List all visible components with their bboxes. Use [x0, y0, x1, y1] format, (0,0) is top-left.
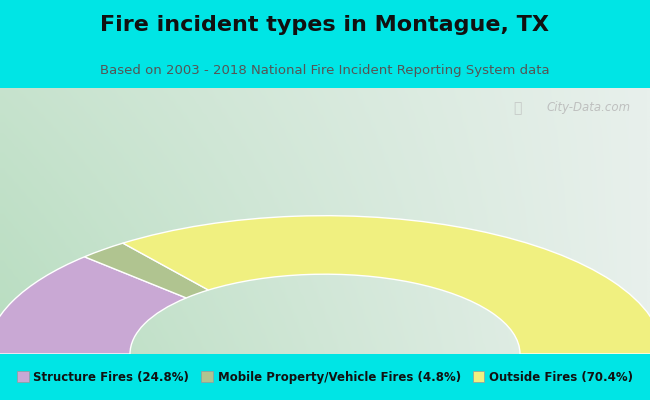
Wedge shape	[84, 243, 209, 298]
Text: Based on 2003 - 2018 National Fire Incident Reporting System data: Based on 2003 - 2018 National Fire Incid…	[100, 64, 550, 77]
Text: Fire incident types in Montague, TX: Fire incident types in Montague, TX	[101, 15, 549, 35]
Text: City-Data.com: City-Data.com	[547, 101, 630, 114]
Text: ⓘ: ⓘ	[514, 101, 522, 115]
Legend: Structure Fires (24.8%), Mobile Property/Vehicle Fires (4.8%), Outside Fires (70: Structure Fires (24.8%), Mobile Property…	[12, 366, 638, 388]
Wedge shape	[0, 257, 187, 354]
Wedge shape	[123, 216, 650, 354]
